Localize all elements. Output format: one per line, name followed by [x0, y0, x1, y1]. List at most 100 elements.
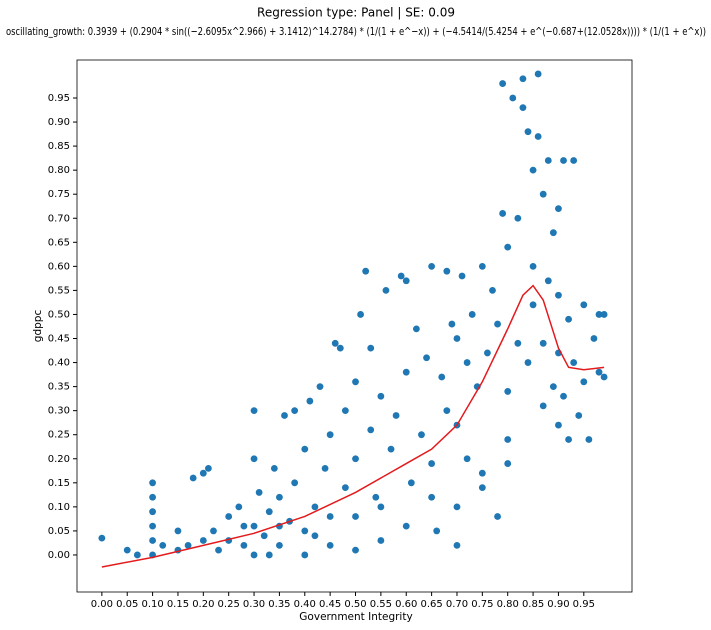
point — [478, 262, 486, 270]
point — [291, 479, 299, 487]
fit-line — [101, 284, 605, 568]
point — [453, 335, 461, 342]
point — [504, 460, 512, 467]
x-tick-label: 0.55 — [370, 599, 392, 610]
y-tick-label: 0.40 — [48, 358, 70, 369]
point — [402, 277, 410, 285]
x-tick-label: 0.15 — [167, 599, 189, 610]
point — [133, 551, 141, 559]
point — [478, 484, 486, 492]
point — [326, 541, 334, 549]
point — [301, 445, 309, 453]
point — [453, 503, 461, 511]
point — [438, 373, 446, 381]
x-tick-label: 0.45 — [319, 599, 341, 610]
point — [499, 80, 507, 87]
point — [98, 534, 106, 542]
y-tick-label: 0.50 — [48, 309, 70, 320]
point — [580, 301, 588, 309]
point — [250, 551, 258, 559]
point — [544, 277, 552, 285]
point — [428, 493, 436, 501]
point — [458, 272, 466, 280]
point — [301, 527, 309, 535]
point — [494, 513, 501, 520]
point — [174, 527, 182, 535]
point — [149, 537, 156, 544]
point — [504, 436, 512, 443]
point — [428, 262, 436, 270]
point — [270, 464, 278, 472]
x-tick-label: 0.40 — [294, 599, 316, 610]
point — [149, 508, 156, 516]
point — [331, 339, 339, 347]
point — [534, 70, 542, 78]
point — [250, 407, 258, 415]
y-tick-label: 0.20 — [48, 454, 70, 465]
x-tick-label: 0.00 — [91, 599, 113, 610]
point — [149, 493, 156, 501]
point — [199, 469, 207, 477]
point — [448, 320, 456, 328]
point — [382, 287, 390, 294]
point — [484, 349, 491, 357]
point — [276, 541, 283, 549]
y-tick-label: 0.30 — [48, 406, 70, 417]
point — [539, 339, 547, 347]
point — [367, 344, 375, 352]
point — [443, 407, 451, 415]
point — [215, 546, 222, 554]
point — [463, 359, 471, 366]
point — [529, 166, 537, 174]
point — [199, 537, 207, 544]
point — [499, 210, 507, 217]
point — [311, 532, 319, 540]
point — [265, 551, 273, 559]
point — [423, 354, 430, 362]
point — [260, 532, 268, 540]
x-tick-label: 0.85 — [522, 599, 544, 610]
point — [336, 344, 344, 352]
x-tick-label: 0.65 — [420, 599, 442, 610]
point — [560, 157, 567, 164]
point — [402, 522, 410, 530]
point — [387, 445, 395, 453]
point — [255, 489, 263, 496]
y-tick-label: 0.55 — [48, 285, 70, 296]
y-axis-label: gdppc — [32, 310, 44, 343]
point — [341, 484, 349, 492]
point — [463, 455, 471, 463]
point — [494, 320, 501, 328]
x-tick-label: 0.25 — [218, 599, 240, 610]
point — [575, 412, 583, 419]
y-tick-label: 0.10 — [48, 502, 70, 513]
point — [276, 493, 283, 501]
point — [514, 214, 522, 222]
point — [453, 541, 461, 549]
point — [159, 541, 167, 549]
point — [372, 493, 380, 501]
x-tick-label: 0.30 — [243, 599, 265, 610]
point — [149, 479, 156, 487]
point — [549, 383, 557, 391]
point — [555, 421, 562, 429]
chart-title: Regression type: Panel | SE: 0.09 — [257, 6, 455, 20]
point — [352, 546, 359, 554]
y-tick-label: 0.65 — [48, 237, 70, 248]
point — [433, 527, 441, 535]
point — [514, 339, 522, 347]
point — [504, 243, 512, 251]
point — [529, 301, 537, 309]
y-tick-label: 0.05 — [48, 526, 70, 537]
point — [555, 205, 562, 213]
point — [443, 267, 451, 275]
point — [189, 474, 197, 482]
x-tick-label: 0.90 — [547, 599, 569, 610]
point — [529, 262, 537, 270]
point — [352, 455, 359, 463]
point — [580, 378, 588, 386]
x-tick-label: 0.70 — [446, 599, 468, 610]
point — [402, 368, 410, 376]
point — [250, 455, 258, 463]
